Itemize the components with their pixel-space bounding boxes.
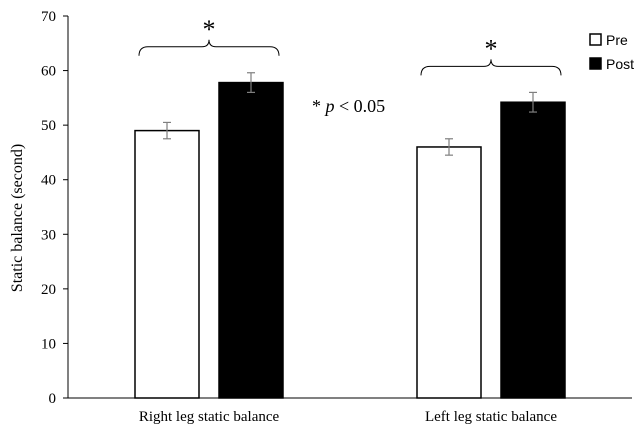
legend-swatch-post <box>589 57 602 70</box>
legend-swatch-pre <box>589 33 602 46</box>
legend: Pre Post <box>589 32 634 72</box>
significance-bracket <box>138 39 280 56</box>
significance-brackets: ** <box>138 15 562 76</box>
significance-note: * p < 0.05 <box>312 96 385 116</box>
bars-group <box>134 81 566 399</box>
category-label: Left leg static balance <box>425 409 557 425</box>
y-axis-ticks: 0 10 20 30 40 50 60 70 <box>41 9 68 407</box>
y-tick-label: 20 <box>41 282 56 298</box>
bar-post-1 <box>218 81 284 399</box>
y-tick-label: 40 <box>41 173 56 189</box>
category-label: Right leg static balance <box>139 409 280 425</box>
significance-note-p: p <box>324 96 335 116</box>
significance-bracket <box>420 59 562 76</box>
y-tick-label: 10 <box>41 336 56 352</box>
bar-post-2 <box>500 101 566 399</box>
y-tick-label: 30 <box>41 227 56 243</box>
bar-pre-1 <box>134 129 200 399</box>
significance-note-suffix: < 0.05 <box>335 96 386 116</box>
significance-star: * <box>203 15 216 44</box>
y-tick-label: 0 <box>49 391 57 407</box>
y-tick-label: 50 <box>41 118 56 134</box>
y-axis-title: Static balance (second) <box>9 144 26 292</box>
error-bars-group <box>163 72 537 156</box>
category-labels: Right leg static balance Left leg static … <box>139 409 558 425</box>
y-tick-label: 60 <box>41 64 56 80</box>
significance-star: * <box>485 34 498 63</box>
bar-pre-2 <box>416 146 482 399</box>
significance-note-prefix: * <box>312 96 326 116</box>
legend-label-post: Post <box>606 56 634 72</box>
legend-label-pre: Pre <box>606 32 628 48</box>
y-tick-label: 70 <box>41 9 56 25</box>
